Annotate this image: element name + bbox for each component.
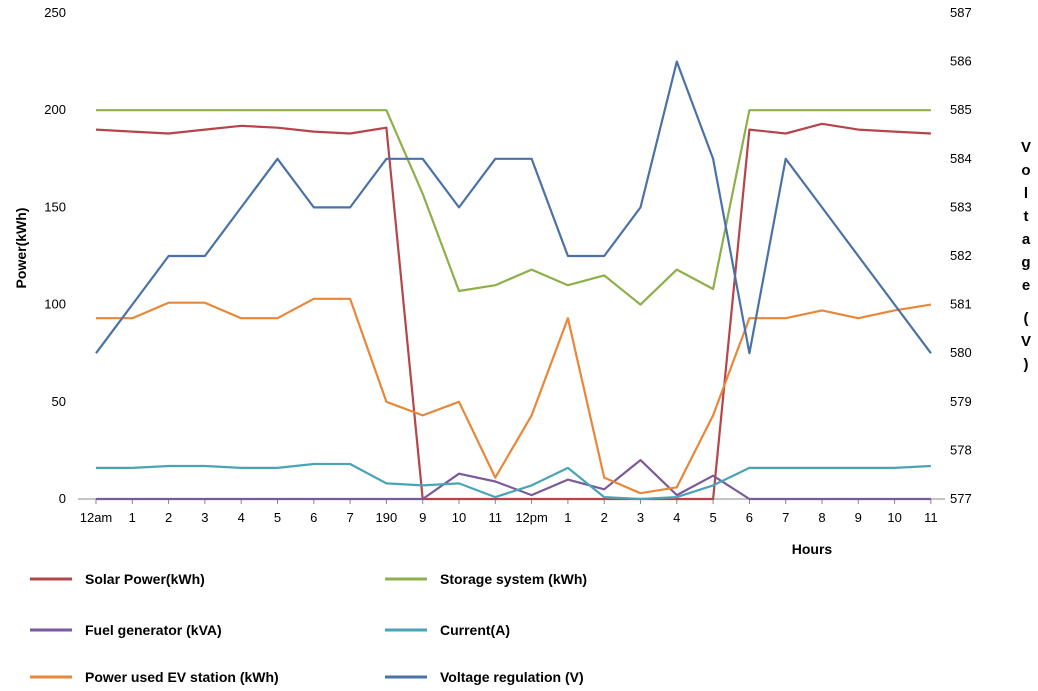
y-axis-title: Power(kWh) [13, 208, 29, 289]
y-tick-label: 250 [44, 5, 66, 20]
legend-label: Voltage regulation (V) [440, 669, 584, 685]
legend-item: Voltage regulation (V) [385, 669, 584, 685]
legend-label: Solar Power(kWh) [85, 571, 205, 587]
legend-label: Power used EV station (kWh) [85, 669, 279, 685]
y-tick-label: 200 [44, 102, 66, 117]
x-tick-label: 3 [201, 510, 208, 525]
y2-tick-label: 579 [950, 394, 972, 409]
y-tick-label: 50 [52, 394, 66, 409]
y2-tick-label: 582 [950, 248, 972, 263]
y-tick-label: 100 [44, 297, 66, 312]
x-tick-label: 5 [274, 510, 281, 525]
x-tick-label: 10 [452, 510, 466, 525]
x-tick-label: 9 [419, 510, 426, 525]
x-tick-label: 1 [129, 510, 136, 525]
y-tick-label: 150 [44, 199, 66, 214]
y2-axis-ticks: 577 578 579 580 581 582 583 584 585 586 587 [950, 5, 972, 506]
y2-tick-label: 586 [950, 54, 972, 69]
series-line-3 [96, 459, 931, 501]
x-tick-label: 8 [818, 510, 825, 525]
legend-label: Storage system (kWh) [440, 571, 587, 587]
x-tick-label: 10 [887, 510, 901, 525]
y2-tick-label: 587 [950, 5, 972, 20]
legend: Solar Power(kWh) Storage system (kWh) Fuel… [30, 571, 587, 685]
series-line-6 [95, 60, 932, 355]
x-axis-ticks: 12am 1 2 3 4 5 6 7 190 9 10 11 12pm 1 2 3 4 5 6 7 8 9 10 11 [80, 499, 938, 525]
series-lines [95, 60, 932, 501]
x-tick-label: 5 [709, 510, 716, 525]
y2-tick-label: 583 [950, 199, 972, 214]
x-tick-label: 6 [310, 510, 317, 525]
y-tick-label: 0 [59, 491, 66, 506]
x-tick-label: 4 [673, 510, 680, 525]
y2-tick-label: 577 [950, 491, 972, 506]
x-tick-label: 11 [489, 510, 503, 525]
x-tick-label: 9 [855, 510, 862, 525]
x-tick-label: 2 [601, 510, 608, 525]
x-tick-label: 4 [238, 510, 245, 525]
x-tick-label: 12am [80, 510, 113, 525]
x-tick-label: 1 [564, 510, 571, 525]
legend-label: Fuel generator (kVA) [85, 622, 222, 638]
x-tick-label: 2 [165, 510, 172, 525]
legend-item: Fuel generator (kVA) [30, 622, 222, 638]
series-line-2 [96, 109, 931, 306]
y2-tick-label: 581 [950, 297, 972, 312]
y2-tick-label: 584 [950, 151, 972, 166]
x-axis-title: Hours [792, 541, 833, 557]
x-tick-label: 7 [346, 510, 353, 525]
legend-item: Solar Power(kWh) [30, 571, 205, 587]
series-line-1 [95, 122, 931, 501]
legend-item: Power used EV station (kWh) [30, 669, 279, 685]
x-tick-label: 12pm [515, 510, 548, 525]
x-tick-label: 11 [924, 510, 938, 525]
x-tick-label: 6 [746, 510, 753, 525]
x-tick-label: 7 [782, 510, 789, 525]
series-line-5 [96, 297, 932, 495]
y2-tick-label: 585 [950, 102, 972, 117]
y2-tick-label: 580 [950, 345, 972, 360]
legend-item: Current(A) [385, 622, 510, 638]
legend-item: Storage system (kWh) [385, 571, 587, 587]
series-line-4 [96, 462, 931, 501]
y-axis-ticks: 0 50 100 150 200 250 [44, 5, 66, 506]
x-tick-label: 190 [376, 510, 398, 525]
y2-tick-label: 578 [950, 442, 972, 457]
legend-label: Current(A) [440, 622, 510, 638]
x-tick-label: 3 [637, 510, 644, 525]
